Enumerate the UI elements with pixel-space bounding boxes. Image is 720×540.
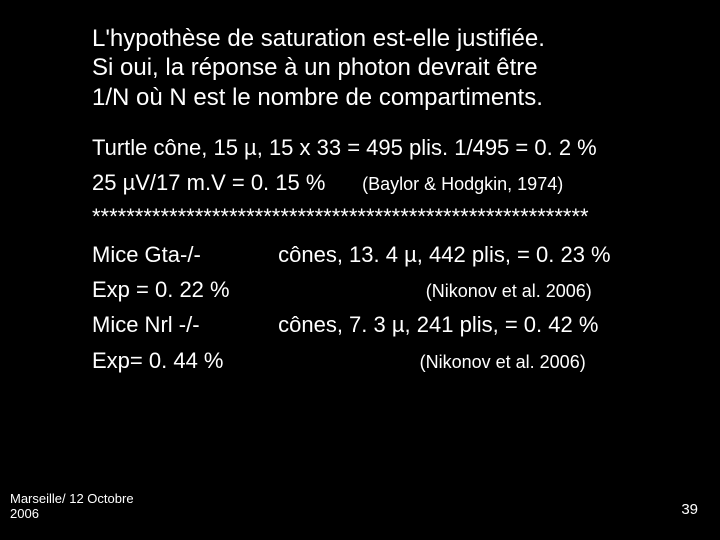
cite-nikonov-1: (Nikonov et al. 2006): [426, 281, 592, 301]
cite-nikonov-2: (Nikonov et al. 2006): [420, 352, 586, 372]
footer-left-line-2: 2006: [10, 506, 39, 521]
mice-nrl-value: cônes, 7. 3 µ, 241 plis, = 0. 42 %: [278, 312, 598, 337]
content-block: L'hypothèse de saturation est-elle justi…: [92, 24, 682, 378]
exp2-line: Exp= 0. 44 % (Nikonov et al. 2006): [92, 343, 682, 378]
question-heading: L'hypothèse de saturation est-elle justi…: [92, 24, 682, 112]
question-line-1: L'hypothèse de saturation est-elle justi…: [92, 25, 545, 52]
mice-gta-line: Mice Gta-/- cônes, 13. 4 µ, 442 plis, = …: [92, 237, 682, 272]
exp2-value: Exp= 0. 44 %: [92, 348, 223, 373]
footer-left-line-1: Marseille/ 12 Octobre: [10, 491, 134, 506]
cite-baylor: (Baylor & Hodgkin, 1974): [362, 174, 563, 194]
page-number: 39: [681, 501, 698, 518]
separator-asterisks: ****************************************…: [92, 202, 682, 233]
turtle-line: Turtle cône, 15 µ, 15 x 33 = 495 plis. 1…: [92, 130, 682, 165]
exp1-value: Exp = 0. 22 %: [92, 277, 230, 302]
mice-gta-label: Mice Gta-/-: [92, 237, 272, 272]
footer-location-date: Marseille/ 12 Octobre 2006: [10, 491, 134, 522]
calc-line: 25 µV/17 m.V = 0. 15 % (Baylor & Hodgkin…: [92, 165, 682, 200]
slide: L'hypothèse de saturation est-elle justi…: [0, 0, 720, 540]
exp1-line: Exp = 0. 22 % (Nikonov et al. 2006): [92, 272, 682, 307]
question-line-3: 1/N où N est le nombre de compartiments.: [92, 84, 543, 111]
question-line-2: Si oui, la réponse à un photon devrait ê…: [92, 54, 538, 81]
mice-nrl-label: Mice Nrl -/-: [92, 307, 272, 342]
mice-gta-value: cônes, 13. 4 µ, 442 plis, = 0. 23 %: [278, 242, 611, 267]
mice-nrl-line: Mice Nrl -/- cônes, 7. 3 µ, 241 plis, = …: [92, 307, 682, 342]
calc-value: 25 µV/17 m.V = 0. 15 %: [92, 170, 325, 195]
